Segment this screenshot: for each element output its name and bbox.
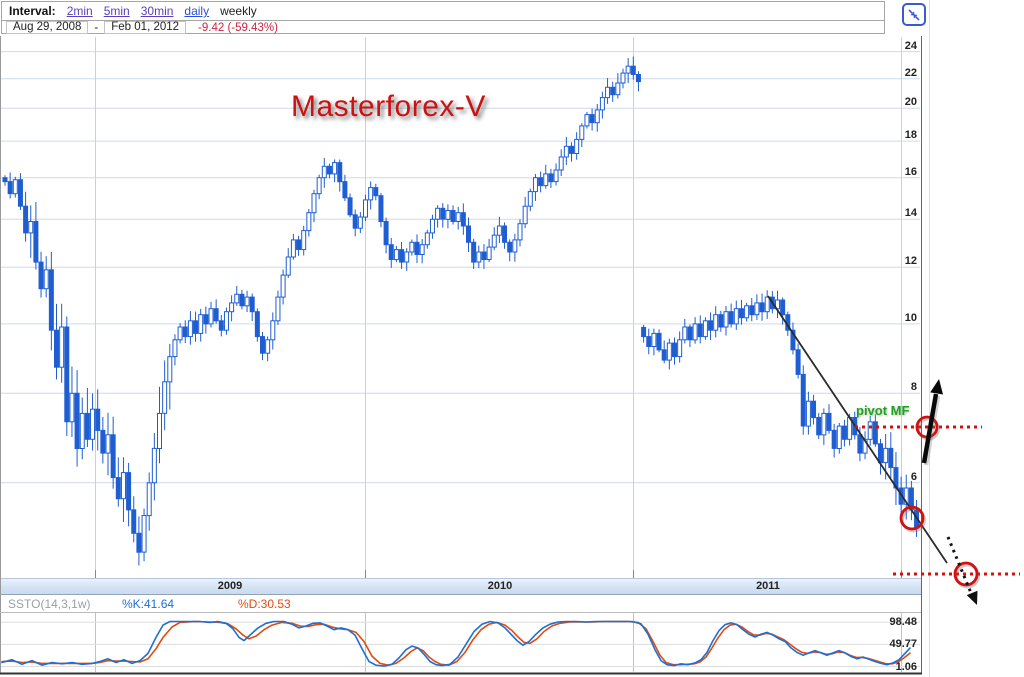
price-axis-label: 16 xyxy=(904,166,917,178)
interval-daily[interactable]: daily xyxy=(184,4,210,18)
date-from-field[interactable]: Aug 29, 2008 xyxy=(6,21,89,34)
date-to-field[interactable]: Feb 01, 2012 xyxy=(104,21,187,34)
change-value: -9.42 (-59.43%) xyxy=(198,21,278,34)
price-axis-label: 10 xyxy=(904,312,917,324)
toolbar: Interval: 2min 5min 30min daily weekly A… xyxy=(1,1,885,34)
pivot-mf-label: pivot MF xyxy=(856,403,910,418)
indicator-axis-label: 98.48 xyxy=(889,616,917,628)
indicator-axis-label: 1.06 xyxy=(895,661,917,673)
interval-row: Interval: 2min 5min 30min daily weekly xyxy=(2,2,884,21)
price-axis-label: 12 xyxy=(904,255,917,267)
year-label: 2011 xyxy=(756,580,780,592)
date-axis-band xyxy=(1,578,921,595)
indicator-axis-label: 49.77 xyxy=(889,638,917,650)
collapse-chart-button[interactable] xyxy=(902,3,926,26)
indicator-d-label: %D:30.53 xyxy=(238,597,291,611)
price-axis-label: 24 xyxy=(904,40,917,52)
interval-5min[interactable]: 5min xyxy=(103,4,130,18)
date-range-row: Aug 29, 2008 - Feb 01, 2012 -9.42 (-59.4… xyxy=(2,21,884,34)
price-axis-label: 14 xyxy=(904,207,917,219)
interval-2min[interactable]: 2min xyxy=(66,4,93,18)
watermark: Masterforex-V xyxy=(291,90,486,123)
collapse-icon xyxy=(908,8,920,21)
interval-weekly-current[interactable]: weekly xyxy=(220,4,257,18)
date-separator: - xyxy=(94,21,99,34)
indicator-name: SSTO(14,3,1w) xyxy=(8,597,91,611)
price-axis-label: 18 xyxy=(904,129,917,141)
interval-label: Interval: xyxy=(9,4,56,18)
price-axis-label: 20 xyxy=(904,96,917,108)
price-axis-label: 6 xyxy=(910,471,917,483)
price-axis-label: 8 xyxy=(910,381,917,393)
interval-30min[interactable]: 30min xyxy=(140,4,174,18)
indicator-header: SSTO(14,3,1w) %K:41.64 %D:30.53 xyxy=(0,597,920,611)
year-label: 2009 xyxy=(217,580,243,592)
year-label: 2010 xyxy=(487,580,513,592)
price-axis-label: 22 xyxy=(904,67,917,79)
indicator-k-label: %K:41.64 xyxy=(122,597,175,611)
